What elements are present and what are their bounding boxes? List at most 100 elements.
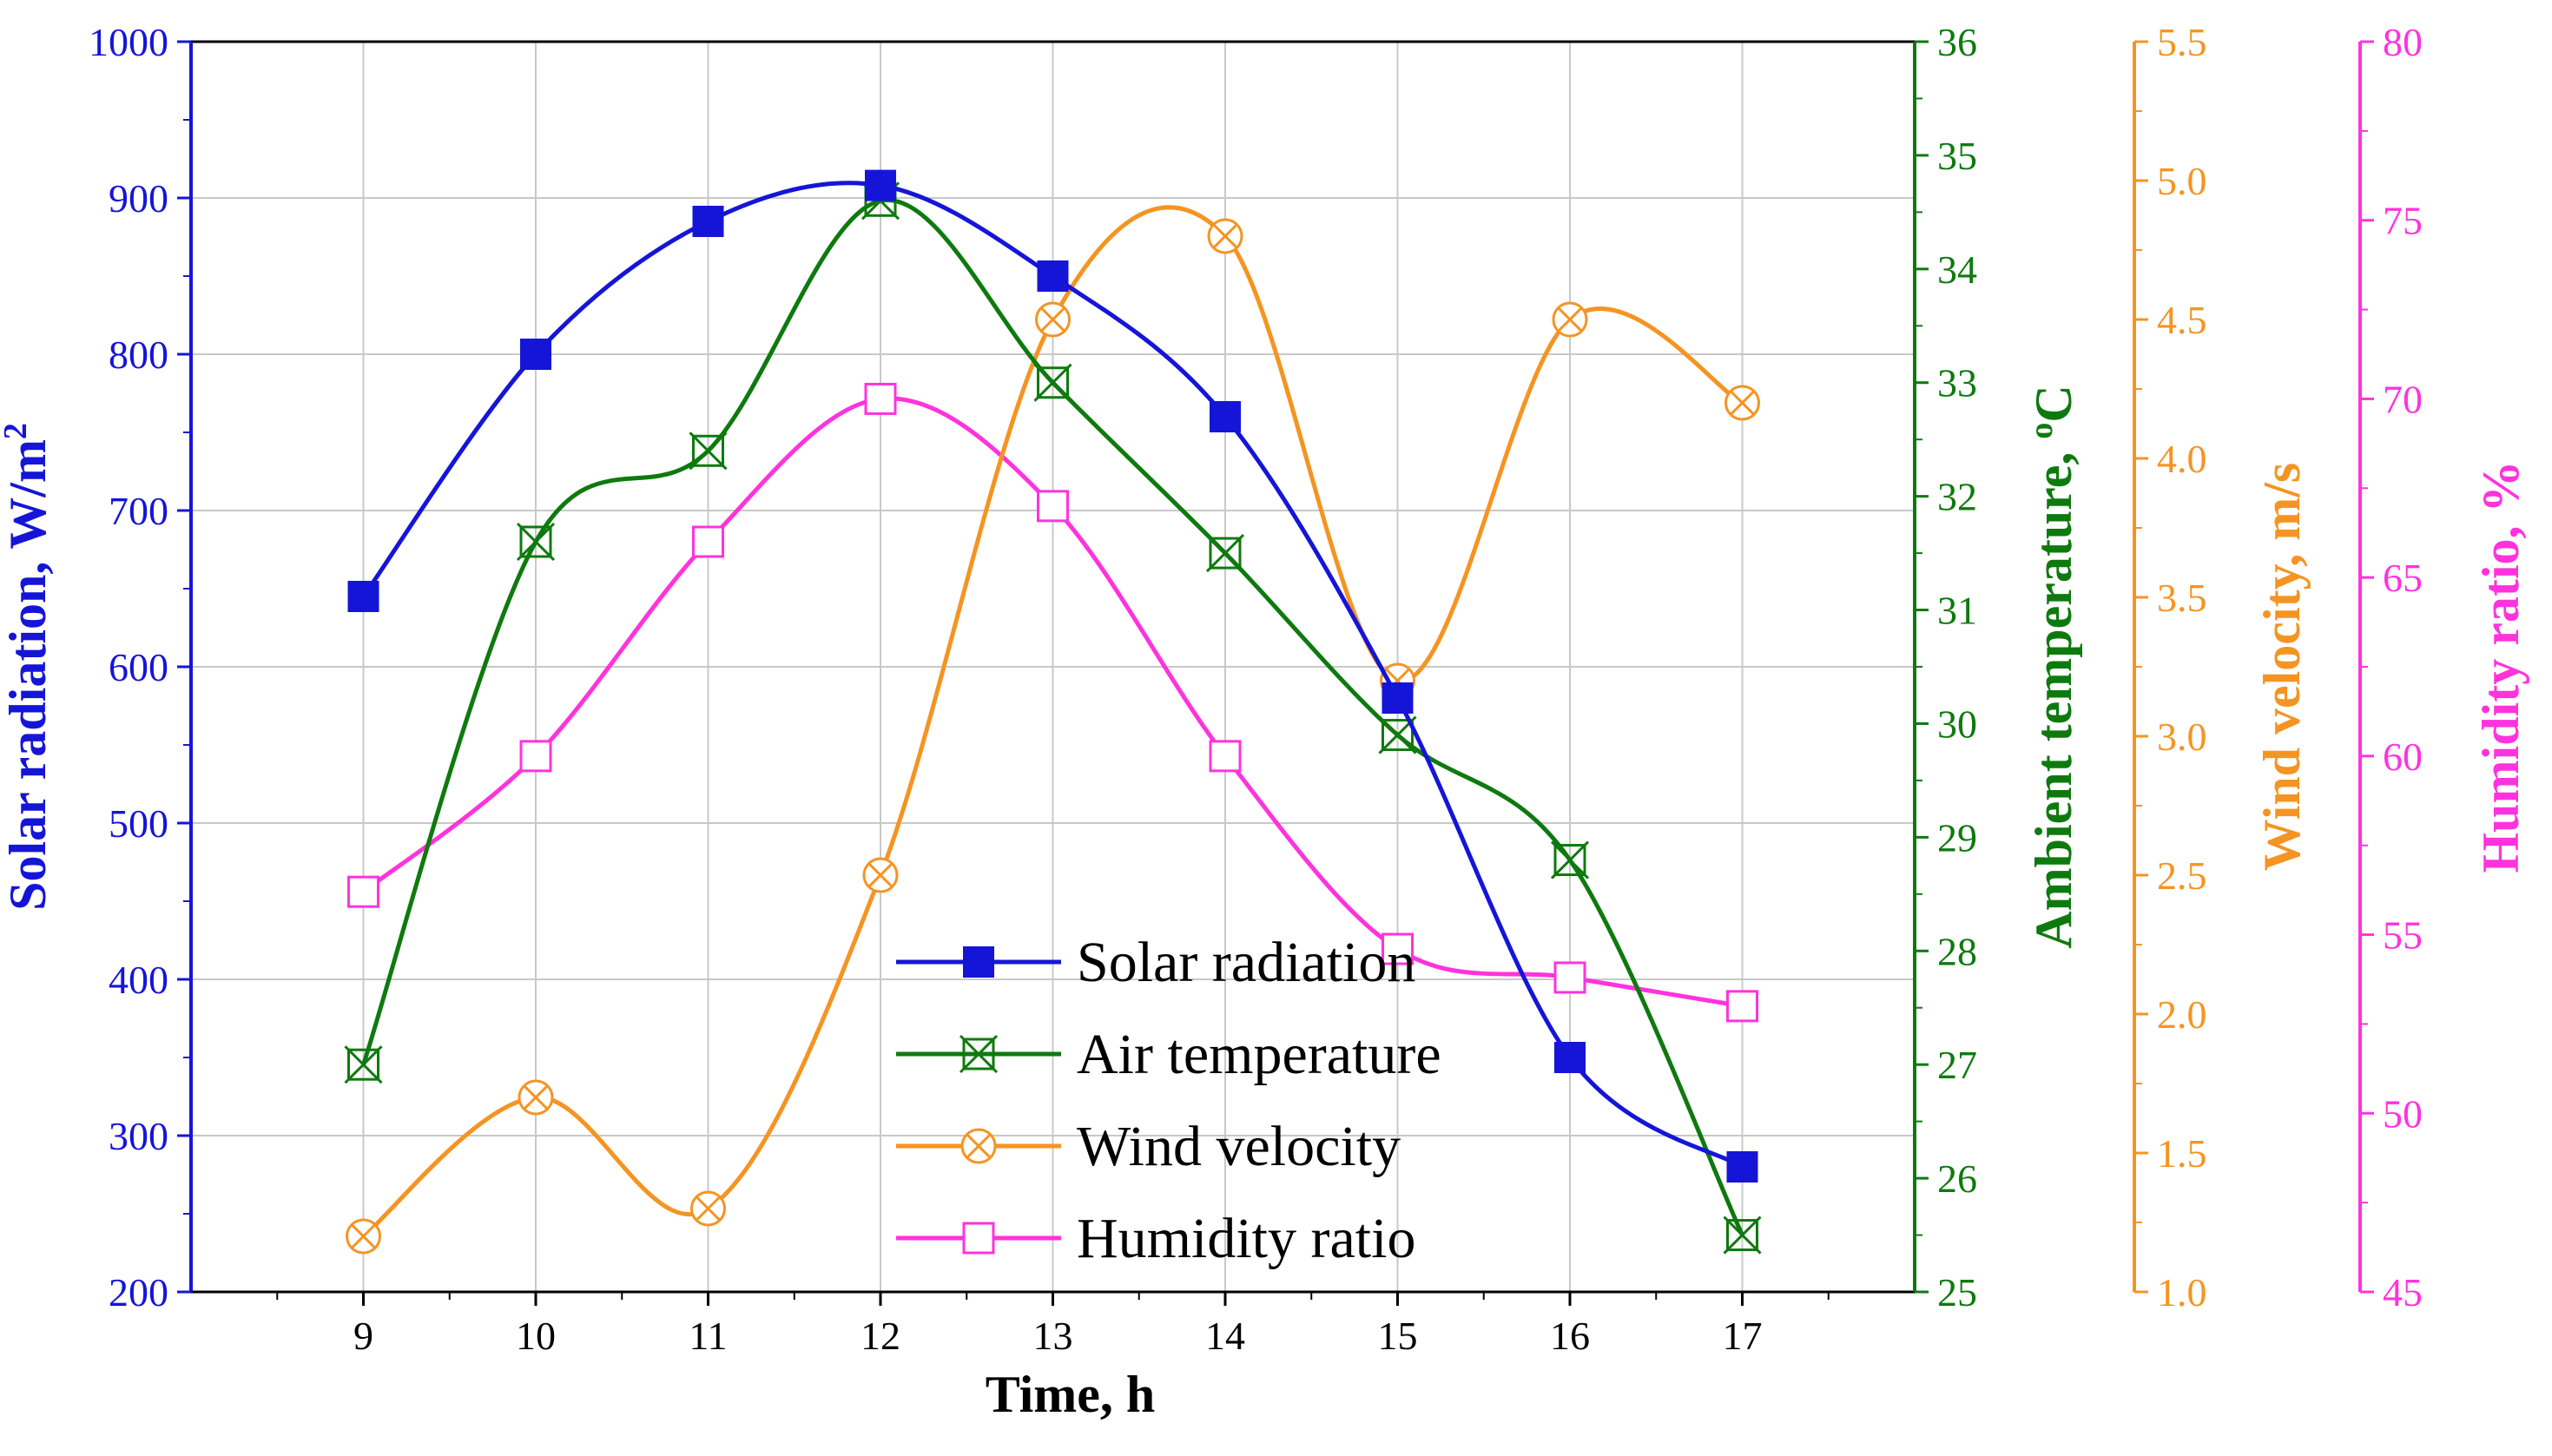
air-temperature-point xyxy=(1723,1216,1762,1255)
axis-title-text: Solar radiation, W/m xyxy=(0,439,56,911)
series xyxy=(344,169,1762,1255)
solar-radiation-line xyxy=(361,181,1744,1169)
legend-label-humidity-ratio: Humidity ratio xyxy=(1077,1207,1415,1270)
temp-tick-label: 25 xyxy=(1937,1270,1977,1314)
temp-tick-label: 29 xyxy=(1937,815,1977,860)
legend-marker-solar-radiation xyxy=(963,946,994,978)
hum-tick-label: 55 xyxy=(2383,913,2423,958)
solar-radiation-point xyxy=(865,169,896,201)
solar-tick-label: 500 xyxy=(109,801,168,846)
air-temperature-point-diag-b xyxy=(1033,363,1072,402)
wind-velocity-point xyxy=(1207,218,1243,254)
wind-velocity-point xyxy=(1552,301,1588,338)
solar-radiation-point xyxy=(692,206,724,237)
temp-tick-label: 32 xyxy=(1937,475,1977,519)
gridlines xyxy=(191,41,1915,1293)
x-axis-title: Time, h xyxy=(986,1366,1156,1423)
solar-tick-label: 300 xyxy=(109,1114,168,1158)
humidity-ratio-point xyxy=(519,740,552,773)
wind-tick-label: 3.0 xyxy=(2157,715,2207,759)
humidity-ratio-point xyxy=(692,525,724,558)
solar-tick-label: 1000 xyxy=(89,20,168,64)
solar-radiation-point xyxy=(1726,1151,1758,1183)
air-temperature-point xyxy=(1033,363,1072,402)
x-tick-label: 12 xyxy=(861,1314,900,1358)
legend-label-wind-velocity: Wind velocity xyxy=(1077,1115,1401,1178)
wind-velocity-point-diag-b xyxy=(523,1084,549,1110)
air-temperature-point xyxy=(1550,840,1590,880)
solar-tick-label: 400 xyxy=(109,958,168,1002)
humidity-ratio-point xyxy=(864,382,897,415)
legend: Solar radiation Air temperature Wind veloc… xyxy=(896,931,1441,1270)
x-tick-label: 17 xyxy=(1723,1314,1763,1358)
axis-title-superscript: 2 xyxy=(0,423,34,439)
legend-marker-air-temperature xyxy=(959,1034,999,1074)
wind-velocity-point-diag-b xyxy=(1039,306,1066,333)
legend-marker-humidity-ratio xyxy=(962,1222,995,1255)
wind-velocity-point-diag-b xyxy=(867,862,894,888)
wind-velocity-point xyxy=(690,1190,726,1227)
x-tick-label: 11 xyxy=(689,1314,727,1358)
solar-tick-label: 900 xyxy=(109,176,168,221)
wind-tick-label: 3.5 xyxy=(2157,576,2207,620)
temp-tick-label: 26 xyxy=(1937,1156,1977,1201)
air-temperature-point xyxy=(516,522,556,562)
air-temperature-point-diag-b xyxy=(1205,534,1245,573)
axis-title-text: Ambient temperature, xyxy=(2025,439,2082,949)
air-temperature-point-box xyxy=(692,434,724,467)
x-tick-label: 9 xyxy=(353,1314,373,1358)
humidity-ratio-point xyxy=(1037,490,1069,523)
hum-tick-label: 70 xyxy=(2383,377,2423,421)
air-temperature-point-diag-b xyxy=(1723,1216,1762,1255)
x-tick-label: 13 xyxy=(1033,1314,1073,1358)
legend-marker-wind-velocity-diag-b xyxy=(966,1133,992,1159)
air-temperature-point-box xyxy=(347,1048,379,1081)
humidity-ratio-point xyxy=(1382,932,1414,965)
legend-marker-air-temperature-box xyxy=(962,1038,995,1071)
solar-radiation-point xyxy=(1382,682,1414,714)
air-temperature-point xyxy=(344,1045,383,1084)
wind-velocity-point-diag-b xyxy=(695,1196,722,1222)
wind-tick-label: 5.0 xyxy=(2157,159,2207,203)
air-temperature-point-diag-b xyxy=(689,432,728,471)
axis-title-suffix: C xyxy=(2025,385,2082,422)
solar-tick-label: 700 xyxy=(109,489,168,533)
solar-radiation-point xyxy=(520,339,551,370)
wind-velocity-point xyxy=(518,1079,554,1116)
wind-tick-label: 2.0 xyxy=(2157,992,2207,1037)
wind-tick-label: 4.0 xyxy=(2157,437,2207,481)
legend-marker-wind-velocity xyxy=(960,1128,997,1164)
air-temperature-point xyxy=(689,432,728,471)
axis-title-text: Humidity ratio, % xyxy=(2472,461,2529,873)
humidity-ratio-point xyxy=(1726,990,1758,1023)
axis-title-superscript: o xyxy=(2023,423,2060,439)
air-temperature-point-box xyxy=(1553,844,1586,877)
wind-tick-label: 5.5 xyxy=(2157,20,2207,64)
solar-radiation-point xyxy=(1554,1042,1586,1073)
solar-radiation-point xyxy=(347,581,379,612)
legend-label-solar-radiation: Solar radiation xyxy=(1077,931,1415,994)
humidity-ratio-point xyxy=(1209,740,1242,773)
solar-radiation-point xyxy=(1037,260,1069,292)
wind-tick-label: 1.0 xyxy=(2157,1270,2207,1314)
wind-velocity-point-diag-b xyxy=(1212,223,1238,249)
wind-tick-label: 1.5 xyxy=(2157,1131,2207,1176)
temp-axis-title: Ambient temperature, oC xyxy=(2023,385,2082,948)
legend-marker-air-temperature-diag-b xyxy=(959,1034,999,1074)
humidity-ratio-point xyxy=(347,875,379,908)
hum-tick-label: 45 xyxy=(2383,1270,2423,1314)
temp-tick-label: 28 xyxy=(1937,929,1977,973)
wind-velocity-point-diag-b xyxy=(1729,390,1756,416)
air-temperature-point-box xyxy=(519,525,552,558)
hum-tick-label: 80 xyxy=(2383,20,2423,64)
solar-tick-label: 800 xyxy=(109,333,168,377)
air-temperature-point-box xyxy=(1037,366,1069,399)
axis-title-text: Wind velocity, m/s xyxy=(2253,463,2311,872)
air-temperature-point-diag-b xyxy=(516,522,556,562)
temp-tick-label: 33 xyxy=(1937,361,1977,405)
temp-tick-label: 31 xyxy=(1937,589,1977,633)
hum-tick-label: 50 xyxy=(2383,1091,2423,1136)
wind-tick-label: 2.5 xyxy=(2157,853,2207,898)
x-tick-label: 10 xyxy=(516,1314,556,1358)
